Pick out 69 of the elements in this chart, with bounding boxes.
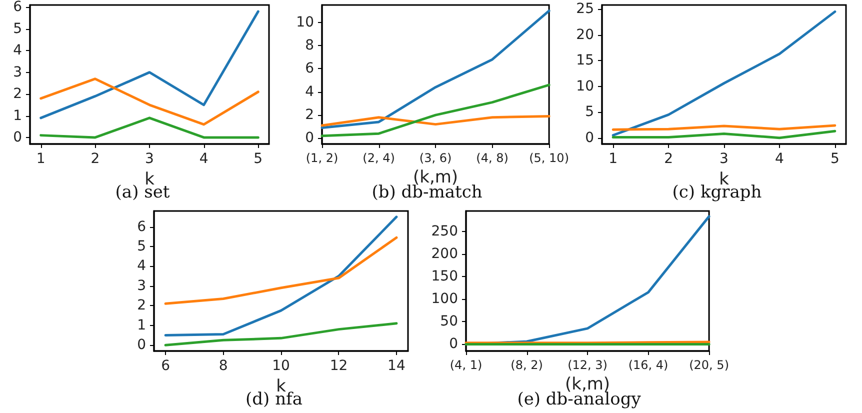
y-tick-label: 25 [576,1,594,18]
y-tick-label: 15 [576,52,594,69]
y-tick-label: 0 [449,336,458,352]
x-tick-label: 5 [254,151,263,167]
x-axis-title: k [144,169,155,190]
x-tick-label: (1, 2) [306,151,338,165]
y-tick-label: 10 [576,78,594,94]
x-tick-label: (5, 10) [529,151,570,165]
y-tick-label: 0 [13,129,22,146]
x-tick-label: (12, 3) [568,358,608,372]
y-tick-label: 6 [13,0,22,16]
x-tick-label: (16, 4) [628,358,668,372]
y-tick-label: 4 [305,84,314,100]
x-tick-label: (3, 6) [419,151,452,165]
line-series [40,10,260,120]
y-tick-label: 50 [440,314,458,330]
y-tick-label: 200 [431,246,458,262]
x-tick-label: 4 [774,151,784,167]
x-tick-label: 1 [36,151,46,167]
line-series [320,114,550,127]
x-tick-label: 10 [272,358,290,374]
y-tick-label: 2 [137,298,146,314]
x-axis-title: k [719,169,730,190]
x-tick-label: (4, 1) [450,358,482,372]
y-tick-label: 4 [137,258,146,274]
y-tick-label: 100 [431,291,458,308]
y-tick-label: 150 [431,268,458,284]
x-tick-label: 1 [608,151,618,167]
y-tick-label: 0 [137,337,146,354]
x-tick-label: (8, 2) [510,358,543,372]
y-tick-label: 5 [137,238,146,254]
y-tick-label: 6 [137,218,146,235]
y-tick-label: 3 [13,64,22,80]
y-tick-label: 1 [137,317,146,334]
line-series [320,10,550,130]
y-tick-label: 5 [13,20,22,37]
x-tick-label: (20, 5) [689,358,730,372]
x-axis-title: k [276,376,286,396]
line-series [164,322,398,346]
y-tick-label: 0 [585,130,594,146]
y-tick-label: 2 [305,107,314,124]
y-tick-label: 5 [585,104,594,120]
x-tick-label: 12 [330,358,348,374]
x-tick-label: 8 [218,358,228,374]
x-tick-label: 3 [720,151,728,167]
y-tick-label: 8 [305,38,314,54]
x-tick-label: (4, 8) [476,151,508,165]
line-series [40,78,260,126]
line-series [320,84,550,138]
line-series [164,216,398,336]
y-tick-label: 4 [13,42,22,59]
y-tick-label: 20 [576,26,594,43]
y-tick-label: 2 [13,86,22,102]
x-tick-label: 2 [90,151,100,167]
x-tick-label: 2 [664,151,674,167]
y-tick-label: 3 [137,278,146,294]
line-series [612,10,836,136]
x-tick-label: 5 [830,151,840,167]
y-tick-label: 1 [13,108,22,124]
x-tick-label: 4 [199,151,208,167]
x-tick-label: 6 [161,358,170,374]
y-tick-label: 6 [305,60,314,77]
y-tick-label: 0 [305,130,314,146]
y-tick-label: 10 [296,14,314,30]
line-series [612,130,836,140]
y-tick-label: 250 [431,223,458,240]
x-tick-label: (2, 4) [362,151,395,165]
x-tick-label: 14 [388,358,406,374]
line-series [164,236,398,305]
